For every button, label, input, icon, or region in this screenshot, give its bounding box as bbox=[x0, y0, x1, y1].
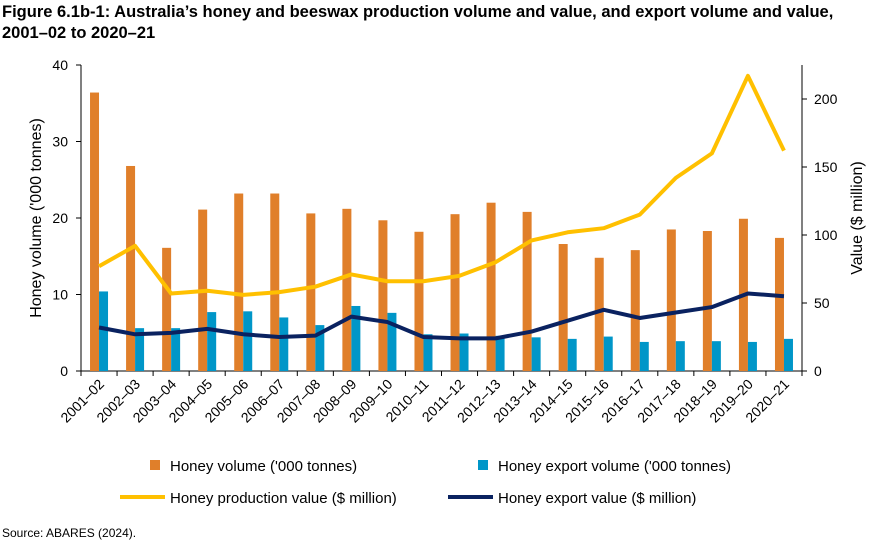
export-volume-bar bbox=[243, 311, 253, 371]
honey-volume-bar bbox=[486, 202, 496, 371]
honey-volume-bar bbox=[378, 220, 388, 371]
left-tick-label: 0 bbox=[60, 363, 68, 379]
honey-volume-bar bbox=[450, 214, 460, 371]
honey-volume-bar bbox=[558, 244, 568, 371]
honey-volume-bar bbox=[630, 250, 640, 371]
honey-volume-bar bbox=[666, 229, 676, 371]
honey-volume-bar bbox=[306, 213, 316, 371]
right-tick-label: 100 bbox=[814, 227, 838, 243]
export-volume-bar bbox=[171, 328, 181, 371]
honey-volume-bar bbox=[774, 237, 784, 371]
honey-volume-bar bbox=[162, 247, 172, 371]
honey-volume-bar bbox=[594, 257, 604, 371]
honey-volume-bar bbox=[342, 208, 352, 371]
export-volume-bar bbox=[99, 291, 109, 371]
export-volume-bar bbox=[387, 312, 397, 371]
export-volume-bar bbox=[747, 341, 757, 371]
chart-title: Figure 6.1b-1: Australia’s honey and bee… bbox=[2, 3, 834, 42]
export-value-line bbox=[98, 291, 785, 341]
export-volume-bar bbox=[639, 341, 649, 371]
export-volume-bar bbox=[315, 325, 325, 371]
left-tick-label: 10 bbox=[52, 287, 68, 303]
export-volume-bar bbox=[675, 341, 685, 371]
left-tick-label: 20 bbox=[52, 210, 68, 226]
export-volume-bar bbox=[423, 334, 433, 371]
export-volume-bar bbox=[135, 328, 145, 371]
right-tick-label: 50 bbox=[814, 295, 830, 311]
export-volume-bar bbox=[207, 312, 217, 371]
left-tick-label: 40 bbox=[52, 57, 68, 73]
legend-label: Honey production value ($ million) bbox=[170, 490, 397, 507]
legend-label: Honey export value ($ million) bbox=[498, 490, 696, 507]
source-note: Source: ABARES (2024). bbox=[2, 526, 137, 540]
honey-volume-bar bbox=[414, 231, 424, 371]
right-axis-title: Value ($ million) bbox=[849, 161, 866, 275]
honey-volume-bar bbox=[90, 92, 100, 371]
right-tick-label: 0 bbox=[814, 363, 822, 379]
right-tick-label: 200 bbox=[814, 91, 838, 107]
right-tick-label: 150 bbox=[814, 159, 838, 175]
export-volume-bar bbox=[603, 336, 613, 371]
export-volume-bar bbox=[711, 341, 721, 371]
honey-volume-bar bbox=[234, 193, 244, 371]
legend-swatch bbox=[150, 460, 160, 470]
export-volume-bar bbox=[495, 335, 505, 371]
legend-swatch bbox=[478, 460, 488, 470]
legend-label: Honey volume ('000 tonnes) bbox=[170, 458, 357, 475]
export-volume-bar bbox=[531, 337, 541, 371]
export-volume-bar bbox=[567, 338, 577, 371]
honey-volume-bar bbox=[270, 193, 280, 371]
left-axis-title: Honey volume ('000 tonnes) bbox=[28, 118, 45, 318]
production-value-line bbox=[98, 73, 786, 297]
honey-volume-bar bbox=[702, 231, 712, 371]
export-volume-bar bbox=[459, 333, 469, 371]
export-volume-bar bbox=[279, 317, 289, 371]
honey-volume-bar bbox=[126, 165, 136, 371]
left-tick-label: 30 bbox=[52, 134, 68, 150]
export-volume-bar bbox=[351, 305, 361, 371]
honey-volume-bar bbox=[522, 211, 532, 371]
legend-label: Honey export volume ('000 tonnes) bbox=[498, 458, 731, 475]
export-volume-bar bbox=[783, 338, 793, 371]
